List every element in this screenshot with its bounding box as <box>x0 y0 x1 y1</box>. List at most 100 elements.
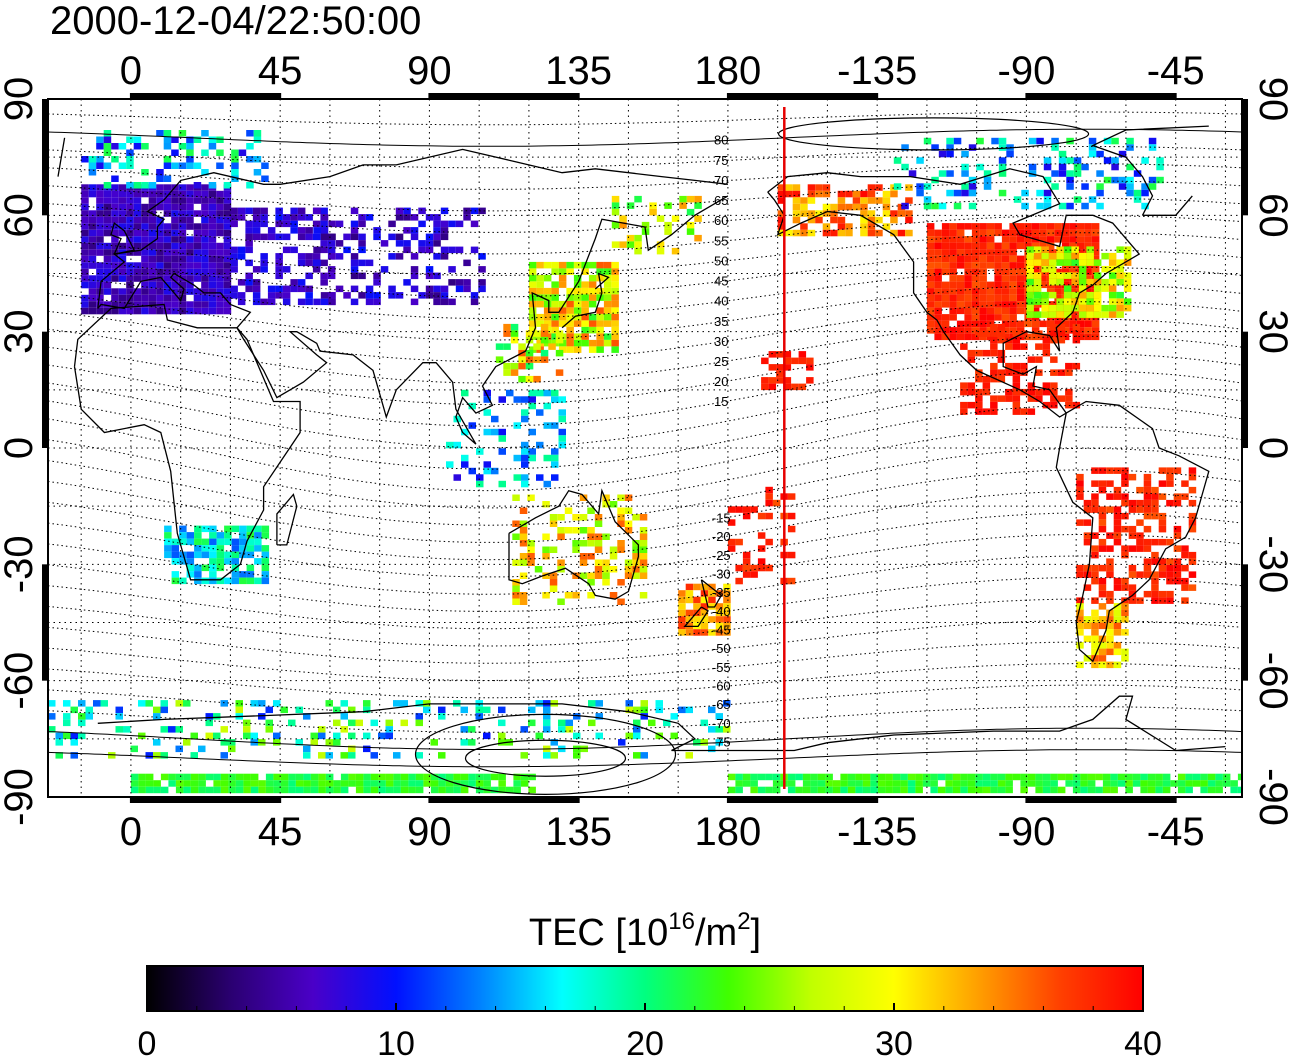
tec-cell <box>971 281 980 289</box>
tec-cell <box>1117 780 1126 787</box>
tec-cell <box>727 786 736 794</box>
tec-cell <box>1121 584 1129 591</box>
tec-cell <box>1080 780 1088 787</box>
tec-cell <box>133 249 142 256</box>
tec-cell <box>156 236 164 243</box>
tec-cell <box>455 246 464 254</box>
tec-cell <box>1128 525 1137 533</box>
tec-cell <box>867 223 876 230</box>
tec-cell <box>408 780 416 787</box>
tec-cell <box>1098 590 1107 598</box>
tec-cell <box>1133 189 1142 197</box>
tec-cell <box>96 236 104 243</box>
tec-cell <box>551 320 559 327</box>
tec-cell <box>742 564 751 572</box>
tec-cell <box>551 281 559 288</box>
tec-cell <box>1012 343 1021 350</box>
tec-cell <box>926 268 935 276</box>
colorbar-tick-label: 10 <box>377 1025 415 1057</box>
tec-cell <box>145 773 154 781</box>
tec-cell <box>956 320 965 328</box>
tec-cell <box>141 294 149 302</box>
tec-cell <box>540 336 549 344</box>
tec-cell <box>355 786 364 794</box>
tec-cell <box>715 713 723 720</box>
tec-cell <box>573 339 582 347</box>
tec-cell <box>964 255 972 263</box>
tec-cell <box>641 221 650 229</box>
tec-cell <box>178 301 187 308</box>
tec-cell <box>1001 242 1010 250</box>
tec-cell <box>735 773 743 781</box>
mlat-label: -30 <box>712 567 731 582</box>
tec-cell <box>1151 551 1159 559</box>
tec-cell <box>220 752 228 759</box>
tec-cell <box>905 229 913 237</box>
tec-cell <box>519 507 528 514</box>
tec-cell <box>1091 616 1099 623</box>
tec-cell <box>415 752 423 759</box>
tec-cell <box>1083 655 1092 662</box>
tec-cell <box>495 356 504 363</box>
tec-cell <box>777 223 786 230</box>
tec-cell <box>239 525 247 533</box>
tec-cell <box>433 227 441 234</box>
tec-cell <box>700 616 709 623</box>
tec-cell <box>1033 311 1042 318</box>
tec-cell <box>979 223 987 230</box>
tec-cell <box>103 197 112 204</box>
tec-cell <box>111 268 119 276</box>
tec-cell <box>118 242 127 250</box>
tec-cell <box>639 592 648 599</box>
tec-cell <box>551 454 559 462</box>
tec-cell <box>685 752 693 759</box>
tec-cell <box>385 780 394 787</box>
tec-cell <box>528 320 537 327</box>
tec-cell <box>536 474 544 481</box>
tec-cell <box>297 259 306 267</box>
tec-cell <box>1101 252 1109 260</box>
latitude-label: 90 <box>1251 77 1292 122</box>
tec-cell <box>252 279 261 286</box>
tec-cell <box>1200 780 1208 787</box>
tec-cell <box>990 408 998 415</box>
tec-cell <box>979 294 987 302</box>
tec-cell <box>975 395 983 402</box>
tec-cell <box>1123 246 1132 253</box>
tec-cell <box>403 279 411 286</box>
tec-cell <box>549 514 558 521</box>
tec-cell <box>528 389 536 397</box>
tec-cell <box>1083 564 1092 572</box>
tec-cell <box>961 163 969 171</box>
tec-cell <box>727 506 736 513</box>
tec-cell <box>602 501 610 508</box>
tec-cell <box>350 259 359 267</box>
tec-cell <box>111 229 119 237</box>
tec-cell <box>815 216 823 224</box>
tec-cell <box>81 275 89 282</box>
tec-cell <box>860 229 868 237</box>
tec-cell <box>825 786 833 794</box>
colorbar: TEC [1016/m2] 0 10 20 30 40 <box>138 908 1162 1057</box>
tec-cell <box>126 281 134 289</box>
tec-cell <box>573 294 582 301</box>
tec-cell <box>223 210 232 217</box>
tec-cell <box>1098 525 1107 533</box>
tec-cell <box>926 236 935 243</box>
tec-cell <box>81 203 89 211</box>
tec-cell <box>153 706 161 714</box>
tec-cell <box>964 327 972 334</box>
tec-cell <box>313 259 321 267</box>
tec-cell <box>171 275 179 282</box>
tec-cell <box>103 216 112 224</box>
tec-cell <box>438 706 446 714</box>
tec-cell <box>536 300 544 308</box>
mlat-contour <box>48 598 1242 647</box>
tec-cell <box>890 216 898 224</box>
tec-cell <box>133 229 142 237</box>
tec-cell <box>400 780 409 787</box>
tec-cell <box>825 780 833 787</box>
tec-cell <box>1005 780 1013 787</box>
coastline <box>73 303 301 581</box>
tec-cell <box>460 773 469 781</box>
